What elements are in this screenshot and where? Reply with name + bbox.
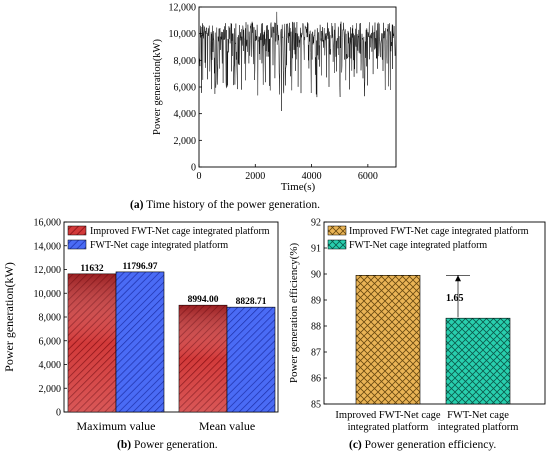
panel-c-legend-swatch-base <box>327 239 347 250</box>
panel-c-caption-text: Power generation efficiency. <box>361 439 497 451</box>
panel-b-category-mean: Mean value <box>199 419 255 433</box>
panel-c-annotation-arrowhead <box>455 275 461 282</box>
panel-b-y-tick-label: 2,000 <box>39 384 62 395</box>
panel-c-y-tick-label: 86 <box>311 374 321 385</box>
panel-b-legend-label-base: FWT-Net cage integrated platform <box>90 240 228 251</box>
panel-b-y-tick-label: 14,000 <box>34 241 62 252</box>
panel-b-data-label: 11796.97 <box>122 262 157 272</box>
panel-c-y-ticks: 85 86 87 88 89 90 91 92 <box>311 218 327 411</box>
panel-b-bar-shade-0 <box>68 273 116 412</box>
panel-b-y-tick-label: 12,000 <box>34 265 62 276</box>
panel-a-y-ticks: 0 2,000 4,000 6,000 8,000 10,000 12,000 <box>169 3 202 174</box>
panel-b-y-tick-label: 16,000 <box>34 218 62 229</box>
panel-b-y-tick-label: 6,000 <box>39 336 62 347</box>
panel-c-frame <box>323 221 546 405</box>
panel-a: 0 2,000 4,000 6,000 8,000 10,000 12,000 0 2000 4… <box>152 3 397 193</box>
panel-a-y-axis-label: Power generation(kW) <box>152 39 163 135</box>
panel-c-y-tick-label: 88 <box>311 322 321 333</box>
panel-c-bar-base <box>445 317 511 405</box>
panel-c-caption-label: (c) <box>349 439 362 451</box>
panel-b-category-max: Maximum value <box>77 419 156 433</box>
panel-b-data-label: 8994.00 <box>188 295 219 305</box>
panel-c-bar-improved <box>355 274 421 405</box>
panel-c-category-improved-line2: integrated platform <box>348 422 429 433</box>
panel-b-data-label: 8828.71 <box>236 297 267 307</box>
panel-b-caption: (b) Power generation. <box>117 439 218 451</box>
panel-b-bars: 11632 8994.00 11796.97 8828.71 <box>67 262 276 413</box>
panel-c-y-tick-label: 92 <box>311 218 321 229</box>
panel-c-y-tick-label: 87 <box>311 348 321 359</box>
panel-a-y-tick-label: 0 <box>191 163 196 174</box>
panel-a-x-tick-label: 6000 <box>358 171 378 182</box>
panel-b-legend: Improved FWT-Net cage integrated platfor… <box>67 225 270 251</box>
panel-a-y-tick-label: 6,000 <box>174 83 197 94</box>
panel-b-y-tick-label: 0 <box>56 408 61 419</box>
panel-a-caption-label: (a) <box>130 199 144 211</box>
panel-c: 85 86 87 88 89 90 91 92 Power generation effici… <box>288 218 546 433</box>
panel-a-x-axis-label: Time(s) <box>281 181 316 193</box>
panel-c-legend-swatch-improved <box>327 225 347 236</box>
panel-a-y-tick-label: 10,000 <box>169 29 197 40</box>
panel-a-x-tick-label: 2000 <box>245 171 265 182</box>
panel-a-y-tick-label: 2,000 <box>174 136 197 147</box>
panel-a-series-line <box>198 11 397 112</box>
panel-b-category-labels: Maximum value Mean value <box>77 419 256 433</box>
panel-b-y-tick-label: 4,000 <box>39 360 62 371</box>
panel-b-legend-swatch-improved <box>67 225 87 236</box>
panel-c-legend-label-improved: Improved FWT-Net cage integrated platfor… <box>349 226 529 237</box>
panel-c-difference-annotation: 1.65 <box>446 274 470 318</box>
panel-c-category-base-line1: FWT-Net cage <box>447 410 509 421</box>
panel-c-y-axis-label: Power generation efficiency(%) <box>288 243 300 384</box>
panel-b-y-ticks: 0 2,000 4,000 6,000 8,000 10,000 12,000 14,000 1… <box>34 218 67 419</box>
panel-c-legend-label-base: FWT-Net cage integrated platform <box>349 240 487 251</box>
panel-b-data-label: 11632 <box>80 264 103 274</box>
panel-b-y-axis-label: Power generation(kW) <box>2 262 16 372</box>
panel-c-annotation-value: 1.65 <box>446 293 464 304</box>
panel-a-caption-text: Time history of the power generation. <box>143 199 321 211</box>
panel-a-y-tick-label: 4,000 <box>174 109 197 120</box>
panel-a-x-tick-label: 4000 <box>302 171 322 182</box>
panel-a-frame <box>198 6 397 168</box>
panel-c-category-labels: Improved FWT-Net cage integrated platfor… <box>335 410 518 433</box>
panel-b: 0 2,000 4,000 6,000 8,000 10,000 12,000 14,000 1… <box>2 218 279 433</box>
panel-b-caption-text: Power generation. <box>131 439 218 451</box>
panel-c-category-improved-line1: Improved FWT-Net cage <box>335 410 440 421</box>
panel-a-x-tick-label: 0 <box>197 171 202 182</box>
panel-c-y-tick-label: 91 <box>311 244 321 255</box>
panel-c-y-tick-label: 85 <box>311 400 321 411</box>
panel-c-caption: (c) Power generation efficiency. <box>349 439 496 451</box>
panel-a-caption: (a) Time history of the power generation… <box>130 199 320 211</box>
panel-b-y-tick-label: 10,000 <box>34 289 62 300</box>
panel-b-y-tick-label: 8,000 <box>39 313 62 324</box>
panel-c-bars <box>355 274 511 405</box>
panel-c-y-tick-label: 90 <box>311 270 321 281</box>
panel-c-category-base-line2: integrated platform <box>438 422 519 433</box>
panel-a-y-tick-label: 8,000 <box>174 56 197 67</box>
panel-b-bar-base-0 <box>115 271 165 413</box>
panel-b-legend-label-improved: Improved FWT-Net cage integrated platfor… <box>90 226 270 237</box>
panel-b-bar-shade-1 <box>179 305 227 412</box>
panel-c-y-tick-label: 89 <box>311 296 321 307</box>
panel-a-x-ticks: 0 2000 4000 6000 <box>197 164 378 182</box>
panel-c-legend: Improved FWT-Net cage integrated platfor… <box>327 225 529 251</box>
panel-b-caption-label: (b) <box>117 439 132 451</box>
panel-a-y-tick-label: 12,000 <box>169 3 197 14</box>
panel-b-bar-base-1 <box>226 306 276 413</box>
panel-b-legend-swatch-base <box>67 239 87 250</box>
